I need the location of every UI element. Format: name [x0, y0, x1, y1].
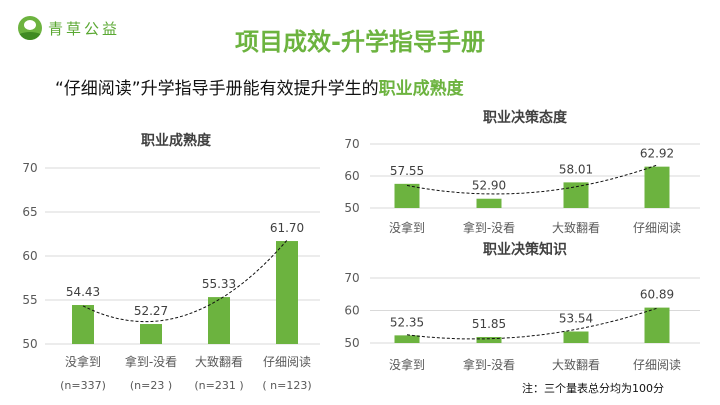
y-tick-label: 70: [344, 271, 359, 285]
subtitle-text: “仔细阅读”升学指导手册能有效提升学生的: [55, 79, 379, 99]
x-tick-label: 大致翻看: [552, 358, 600, 372]
x-tick-label: 拿到-没看: [463, 220, 515, 235]
x-tick-label: 拿到-没看: [463, 357, 515, 372]
bar: [394, 335, 420, 343]
x-tick-label: 仔细阅读: [633, 221, 681, 235]
bar: [72, 305, 94, 344]
x-tick-label: 没拿到: [389, 220, 425, 235]
data-label: 57.55: [390, 164, 424, 178]
data-label: 52.27: [134, 304, 168, 318]
sample-size-label: (n=231 ): [194, 379, 243, 392]
y-tick-label: 60: [344, 169, 359, 183]
chart-title: 职业成熟度: [141, 132, 212, 149]
sample-size-label: (n=337): [60, 379, 106, 392]
data-label: 58.01: [559, 162, 593, 176]
x-tick-label: 没拿到: [389, 357, 425, 372]
x-tick-label: 拿到-没看: [125, 354, 177, 369]
trendline: [82, 239, 288, 323]
bar: [476, 198, 502, 208]
bar: [208, 297, 230, 344]
data-label: 54.43: [66, 285, 100, 299]
chart-title: 职业决策知识: [483, 241, 567, 258]
clover-logo-icon: [18, 16, 42, 40]
bar: [644, 307, 670, 343]
data-label: 51.85: [472, 317, 506, 331]
footnote: 注：三个量表总分均为100分: [522, 382, 664, 395]
x-tick-label: 仔细阅读: [263, 355, 311, 369]
subtitle: “仔细阅读”升学指导手册能有效提升学生的职业成熟度: [55, 74, 464, 99]
y-tick-label: 55: [22, 293, 37, 307]
trendline: [406, 164, 658, 195]
data-label: 52.35: [390, 315, 424, 329]
chart-title: 职业决策态度: [483, 109, 568, 126]
x-tick-label: 仔细阅读: [633, 358, 681, 372]
y-tick-label: 60: [344, 304, 359, 318]
data-label: 61.70: [270, 221, 304, 235]
y-tick-label: 65: [22, 205, 37, 219]
sample-size-label: ( n=123): [262, 379, 311, 392]
y-tick-label: 60: [22, 249, 37, 263]
subtitle-highlight: 职业成熟度: [378, 79, 464, 99]
y-tick-label: 50: [344, 336, 359, 350]
x-tick-label: 大致翻看: [195, 355, 243, 369]
y-tick-label: 50: [344, 201, 359, 215]
data-label: 62.92: [640, 147, 674, 161]
data-label: 53.54: [559, 311, 593, 325]
bar: [644, 166, 670, 208]
logo: 青草公益: [18, 16, 120, 40]
x-tick-label: 大致翻看: [552, 221, 600, 235]
y-tick-label: 70: [22, 161, 37, 175]
y-tick-label: 50: [22, 337, 37, 351]
logo-text: 青草公益: [48, 19, 121, 38]
bar: [563, 331, 589, 343]
x-tick-label: 没拿到: [65, 354, 101, 369]
data-label: 60.89: [640, 288, 674, 302]
bar: [394, 183, 420, 208]
page-title: 项目成效-升学指导手册: [235, 28, 485, 56]
bar: [276, 241, 298, 344]
bar: [476, 336, 502, 343]
bar: [140, 324, 162, 344]
data-label: 52.90: [472, 179, 506, 193]
data-label: 55.33: [202, 277, 236, 291]
trendline: [406, 307, 658, 340]
sample-size-label: (n=23 ): [130, 379, 172, 392]
y-tick-label: 70: [344, 137, 359, 151]
